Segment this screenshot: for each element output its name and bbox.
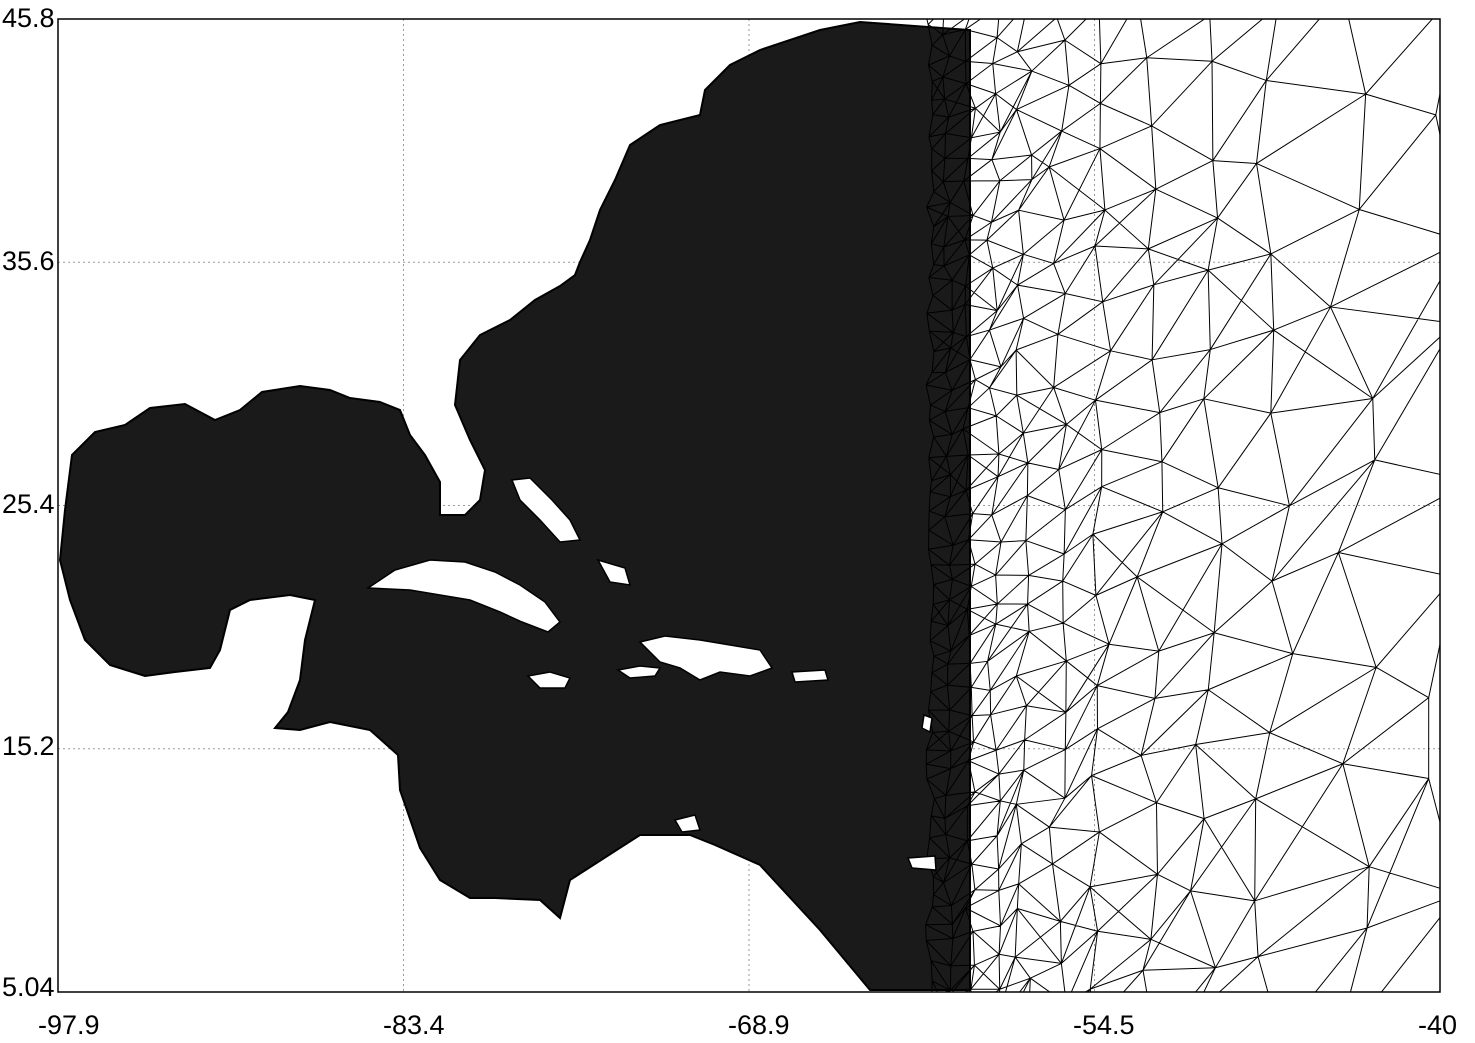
haiti-southern-peninsula bbox=[616, 665, 662, 679]
mesh-fill bbox=[58, 20, 971, 991]
y-tick-label: 5.04 bbox=[2, 972, 55, 1002]
trinidad-island bbox=[906, 855, 937, 871]
offshore-mesh-edges bbox=[925, 19, 1440, 992]
bahamas-island bbox=[510, 477, 582, 543]
lesser-antilles-island bbox=[921, 713, 933, 734]
x-tick-label: -68.9 bbox=[728, 1010, 790, 1038]
puerto-rico-island bbox=[791, 669, 829, 683]
y-tick-label: 45.8 bbox=[2, 3, 55, 33]
bahamas-island-2 bbox=[596, 558, 632, 586]
cuba-island bbox=[365, 559, 562, 633]
y-tick-label: 35.6 bbox=[2, 246, 55, 276]
islands bbox=[365, 477, 937, 871]
y-axis-ticks: 45.8 35.6 25.4 15.2 5.04 bbox=[2, 3, 55, 1002]
jamaica-island bbox=[526, 671, 572, 689]
axes-frame bbox=[57, 18, 1441, 993]
x-tick-label: -97.9 bbox=[38, 1010, 100, 1038]
hispaniola-island bbox=[638, 635, 774, 681]
x-tick-label: -40 bbox=[1418, 1010, 1457, 1038]
triangular-mesh bbox=[925, 19, 1440, 992]
gulf-of-mexico-mesh bbox=[58, 20, 971, 991]
x-tick-label: -54.5 bbox=[1073, 1010, 1135, 1038]
y-tick-label: 15.2 bbox=[2, 731, 55, 761]
yucatan-coast-notch bbox=[673, 814, 702, 833]
y-tick-label: 25.4 bbox=[2, 489, 55, 519]
x-tick-label: -83.4 bbox=[383, 1010, 445, 1038]
x-axis-ticks: -97.9 -83.4 -68.9 -54.5 -40 bbox=[38, 1010, 1457, 1040]
